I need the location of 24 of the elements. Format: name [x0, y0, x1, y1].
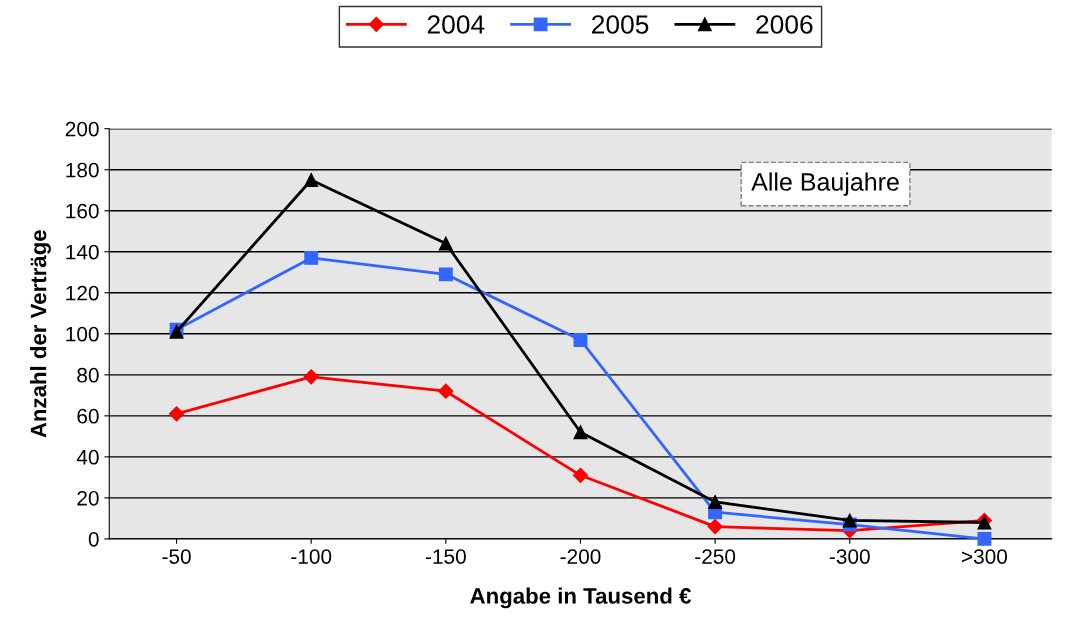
x-axis-title: Angabe in Tausend €: [470, 587, 692, 609]
x-tick-label: -200: [560, 549, 601, 564]
x-tick-label: -100: [291, 549, 332, 564]
legend-label: 2005: [592, 15, 649, 34]
y-tick-label: 100: [66, 326, 99, 342]
y-axis-title: Anzahl der Verträge: [30, 230, 51, 438]
x-tick-label: -250: [695, 549, 736, 564]
x-tick-label: -50: [162, 549, 191, 564]
y-tick-label: 140: [66, 244, 99, 260]
y-tick-label: 160: [66, 203, 99, 219]
y-tick-label: 40: [76, 449, 99, 465]
x-tick-label: -150: [425, 549, 466, 564]
y-tick-label: 120: [66, 285, 99, 301]
legend-label: 2004: [427, 15, 485, 34]
y-tick-label: 200: [65, 121, 99, 137]
x-tick-label: >300: [961, 549, 1008, 564]
y-tick-label: 20: [77, 490, 99, 506]
y-tick-label: 180: [66, 162, 99, 178]
x-tick-label: -300: [829, 549, 870, 564]
annotation: Alle Baujahre: [751, 172, 899, 196]
y-tick-label: 80: [77, 367, 99, 383]
y-tick-label: 0: [88, 531, 99, 547]
y-tick-label: 60: [77, 408, 99, 424]
legend-label: 2006: [756, 15, 813, 34]
